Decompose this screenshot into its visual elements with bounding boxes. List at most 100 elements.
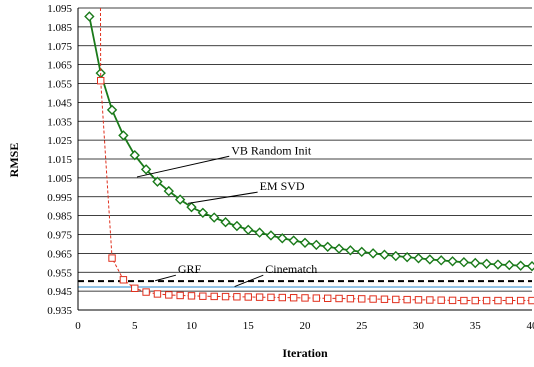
y-tick-label: 1.025 <box>47 135 72 147</box>
data-point <box>335 294 343 303</box>
data-point <box>482 296 491 305</box>
y-tick-label: 0.975 <box>47 230 72 242</box>
y-tick-label: 0.935 <box>47 305 72 317</box>
data-point <box>403 295 411 304</box>
data-point <box>221 292 230 301</box>
data-point <box>380 295 389 303</box>
data-point <box>526 261 534 272</box>
data-point <box>97 76 105 85</box>
data-point <box>220 217 231 228</box>
data-point <box>345 245 356 256</box>
annotation-leader <box>234 274 264 288</box>
data-point <box>437 296 445 304</box>
data-point <box>244 293 252 301</box>
annotations: VB Random Init EM SVD GRF Cinematch <box>136 143 317 288</box>
y-tick-label: 0.965 <box>47 248 72 260</box>
y-tick-label: 0.985 <box>47 211 72 223</box>
annotation-label: Cinematch <box>265 262 317 276</box>
data-point <box>448 296 457 305</box>
series-2 <box>97 7 534 305</box>
data-point <box>301 294 309 302</box>
data-point <box>481 258 492 269</box>
annotation-leader <box>136 155 230 178</box>
data-point <box>369 295 377 303</box>
data-point <box>153 290 162 298</box>
data-point <box>312 294 321 302</box>
data-point <box>255 293 264 301</box>
x-tick-label: 0 <box>75 320 81 332</box>
y-tick-label: 1.035 <box>47 116 72 128</box>
reference-lines <box>78 280 532 288</box>
series-line <box>100 80 532 302</box>
data-point <box>401 251 413 263</box>
data-point <box>414 296 423 304</box>
x-tick-label: 15 <box>243 320 255 332</box>
y-tick-label: 1.065 <box>47 60 72 72</box>
y-tick-labels: 1.095 1.085 1.075 1.065 1.055 1.045 1.035 1.025… <box>47 3 72 317</box>
x-axis-title: Iteration <box>282 346 328 360</box>
data-point <box>426 296 434 304</box>
data-point <box>471 296 479 305</box>
x-tick-label: 40 <box>527 320 534 332</box>
y-axis-title: RMSE <box>7 143 21 178</box>
data-point <box>243 224 254 235</box>
data-point <box>174 194 186 205</box>
x-tick-label: 5 <box>132 320 138 332</box>
data-point <box>254 227 265 238</box>
data-point <box>131 284 139 292</box>
data-point <box>277 233 288 244</box>
data-point <box>152 176 163 187</box>
y-tick-label: 1.005 <box>47 173 72 185</box>
data-point <box>324 294 332 302</box>
data-point <box>528 296 534 305</box>
data-point <box>311 239 322 251</box>
data-point <box>322 241 333 252</box>
data-point <box>278 293 287 302</box>
data-point <box>231 220 243 232</box>
data-point <box>470 257 481 269</box>
data-point <box>299 237 311 248</box>
data-point <box>515 260 526 271</box>
data-point <box>494 296 502 305</box>
y-tick-label: 0.955 <box>47 267 72 279</box>
data-point <box>233 293 241 301</box>
x-tick-label: 25 <box>356 320 368 332</box>
y-tick-label: 1.045 <box>47 97 72 109</box>
data-point <box>165 291 173 299</box>
data-point <box>356 246 367 258</box>
data-point <box>516 296 525 305</box>
data-point <box>199 292 207 300</box>
data-point <box>392 295 400 304</box>
x-tick-label: 30 <box>413 320 425 332</box>
data-point <box>413 253 424 264</box>
data-point <box>106 104 118 116</box>
data-point <box>140 164 152 175</box>
series-1 <box>84 11 534 272</box>
data-point <box>209 212 220 223</box>
data-point <box>186 201 197 213</box>
data-point <box>333 243 345 254</box>
y-tick-label: 1.015 <box>47 154 72 166</box>
data-point <box>460 296 468 305</box>
data-point <box>358 295 366 303</box>
annotation-leader <box>155 274 177 282</box>
data-point <box>197 207 209 218</box>
data-point <box>289 294 298 302</box>
y-tick-label: 1.085 <box>47 22 72 34</box>
data-point <box>108 254 116 262</box>
y-tick-label: 1.095 <box>47 3 72 15</box>
annotation-leader <box>188 191 258 204</box>
data-point <box>163 185 174 197</box>
annotation-label: GRF <box>178 262 202 276</box>
x-tick-labels: 0 5 10 15 20 25 30 35 40 <box>75 320 534 332</box>
data-point <box>390 250 401 262</box>
data-point <box>346 294 355 303</box>
y-tick-label: 1.075 <box>47 41 72 53</box>
data-point <box>379 249 390 260</box>
data-point <box>84 11 95 22</box>
data-point <box>265 230 277 241</box>
data-point <box>288 235 299 246</box>
series-group <box>84 7 534 305</box>
y-tick-label: 1.055 <box>47 79 72 91</box>
series-line <box>88 16 533 268</box>
